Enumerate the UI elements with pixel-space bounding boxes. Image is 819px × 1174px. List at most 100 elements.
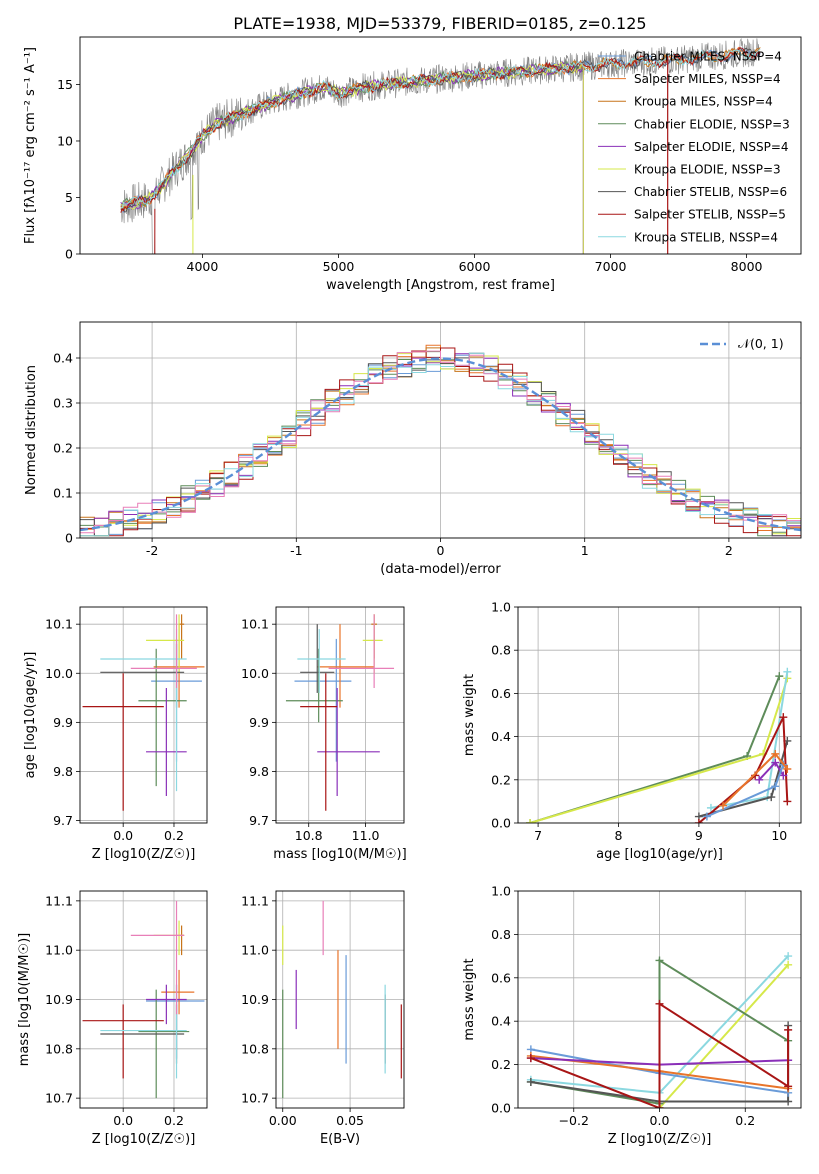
mass-weight-vs-Z-xtick-label: −0.2 — [559, 1113, 589, 1128]
mass-vs-Z-xlabel: Z [log10(Z/Z☉)] — [92, 1132, 196, 1147]
mass-weight-marker — [779, 713, 788, 722]
mass-weight-vs-Z-ytick-label: 0.0 — [491, 1101, 511, 1116]
mass-weight-vs-age-ytick-label: 0.2 — [491, 772, 511, 787]
mass-weight-marker — [702, 812, 711, 821]
age-vs-Z-xtick-label: 0.2 — [164, 828, 184, 843]
age-vs-Z-frame — [79, 606, 208, 824]
spectrum-model-line — [120, 47, 761, 213]
mass-vs-Z-frame — [79, 890, 208, 1109]
mass-weight-marker — [775, 672, 784, 681]
spectrum-xtick-label: 8000 — [731, 259, 763, 274]
residuals-xtick-label: -2 — [146, 543, 158, 558]
legend-entry: Salpeter ELODIE, NSSP=4 — [634, 140, 789, 154]
age-vs-mass-xlabel: mass [log10(M/M☉)] — [273, 847, 406, 862]
mass-vs-EBV-ytick-label: 11.1 — [241, 893, 269, 908]
spectrum-frame — [79, 36, 802, 255]
mass-vs-EBV-axes: 0.00 0.05 10.7 10.8 10.9 11.0 11.1 E(B-V) — [241, 890, 405, 1147]
residual-histogram-step — [80, 350, 801, 537]
mass-weight-vs-age-ylabel: mass weight — [462, 674, 477, 756]
mass-weight-vs-age-ytick-label: 0.8 — [491, 643, 511, 658]
age-vs-Z-ylabel: age [log10(age/yr)] — [23, 652, 38, 779]
mass-weight-vs-age-plot-area — [518, 607, 801, 823]
spectrum-xlabel: wavelength [Angstrom, rest frame] — [326, 278, 555, 293]
mass-weight-marker — [783, 667, 792, 676]
mass-weight-marker — [784, 1025, 793, 1034]
legend-entry: Kroupa ELODIE, NSSP=3 — [634, 163, 781, 177]
residuals-ylabel: Normed distribution — [24, 365, 39, 495]
figure-title: PLATE=1938, MJD=53379, FIBERID=0185, z=0… — [233, 14, 646, 33]
mass-weight-vs-Z-axes: −0.2 0.0 0.2 0.0 0.2 0.4 0.6 0.8 1.0 Z [log10(Z/Z… — [462, 884, 802, 1147]
mass-weight-marker — [655, 999, 664, 1008]
mass-weight-vs-age-xtick-label: 9 — [695, 828, 703, 843]
mass-weight-marker — [655, 1104, 664, 1108]
mass-weight-vs-age-xtick-label: 10 — [771, 828, 787, 843]
mass-weight-vs-Z-ytick-label: 0.6 — [491, 970, 511, 985]
spectrum-axes: 4000 5000 6000 7000 8000 0 5 10 15 wavelength [An… — [23, 36, 802, 293]
age-vs-Z-ytick-label: 9.9 — [53, 715, 73, 730]
mass-weight-marker — [784, 1097, 793, 1106]
mass-weight-vs-Z-ytick-label: 0.2 — [491, 1057, 511, 1072]
residual-histogram-step — [80, 352, 801, 537]
age-vs-Z-ytick-label: 9.7 — [53, 813, 73, 828]
mass-vs-EBV-plot-area — [276, 891, 404, 1108]
mass-weight-marker — [767, 793, 776, 802]
spectrum-ytick-label: 10 — [57, 133, 73, 148]
spectrum-xtick-label: 4000 — [187, 259, 219, 274]
mass-weight-vs-Z-xlabel: Z [log10(Z/Z☉)] — [608, 1132, 712, 1147]
mass-vs-Z-ylabel: mass [log10(M/M☉)] — [17, 933, 32, 1066]
mass-weight-marker — [771, 749, 780, 758]
spectrum-legend: Chabrier MILES, NSSP=4 Salpeter MILES, NS… — [598, 50, 790, 244]
mass-weight-vs-age-frame — [517, 606, 802, 824]
mass-weight-vs-Z-plot-area — [518, 891, 801, 1108]
mass-weight-vs-age-xlabel: age [log10(age/yr)] — [596, 847, 723, 862]
mass-weight-marker — [771, 758, 780, 767]
mass-weight-marker — [526, 819, 535, 823]
mass-vs-Z-plot-area — [80, 891, 207, 1108]
legend-entry: Salpeter MILES, NSSP=4 — [634, 72, 781, 86]
mass-weight-marker — [784, 952, 793, 961]
age-vs-mass-ytick-label: 10.1 — [241, 617, 269, 632]
spectrum-xtick-label: 5000 — [323, 259, 355, 274]
spectrum-ytick-label: 15 — [57, 77, 73, 92]
legend-entry: Chabrier MILES, NSSP=4 — [634, 50, 782, 64]
mass-vs-EBV-xtick-label: 0.00 — [269, 1113, 297, 1128]
mass-weight-vs-Z-ytick-label: 1.0 — [491, 884, 511, 899]
residuals-ytick-label: 0.4 — [53, 351, 73, 366]
mass-vs-EBV-ytick-label: 11.0 — [241, 943, 269, 958]
mass-weight-marker — [655, 956, 664, 965]
spectrum-xtick-label: 6000 — [459, 259, 491, 274]
residuals-ytick-label: 0.3 — [53, 396, 73, 411]
mass-weight-vs-Z-xtick-label: 0.0 — [650, 1113, 670, 1128]
mass-weight-vs-Z-ytick-label: 0.4 — [491, 1014, 511, 1029]
residuals-xtick-label: 0 — [437, 543, 445, 558]
legend-entry: Kroupa STELIB, NSSP=4 — [634, 230, 778, 244]
mass-vs-EBV-ytick-label: 10.9 — [241, 992, 269, 1007]
age-vs-Z-ytick-label: 9.8 — [53, 764, 73, 779]
age-vs-Z-plot-area — [80, 607, 207, 823]
mass-weight-marker — [719, 801, 728, 810]
age-vs-mass-ytick-label: 10.0 — [241, 666, 269, 681]
mass-weight-vs-age-xtick-label: 7 — [534, 828, 542, 843]
residuals-xtick-label: 2 — [725, 543, 733, 558]
mass-weight-vs-Z-xtick-label: 0.2 — [735, 1113, 755, 1128]
mass-weight-marker — [706, 803, 715, 812]
legend-entry: Chabrier ELODIE, NSSP=3 — [634, 117, 790, 131]
mass-weight-marker — [694, 819, 703, 823]
age-vs-Z-ytick-label: 10.0 — [45, 666, 73, 681]
residuals-ytick-label: 0.2 — [53, 441, 73, 456]
mass-weight-marker — [755, 775, 764, 784]
mass-vs-Z-ytick-label: 11.0 — [45, 943, 73, 958]
age-vs-mass-ytick-label: 9.8 — [249, 764, 269, 779]
mass-weight-vs-age-xtick-label: 8 — [615, 828, 623, 843]
mass-vs-EBV-xlabel: E(B-V) — [320, 1132, 360, 1147]
spectrum-plot-area — [120, 37, 761, 254]
mass-weight-marker — [783, 765, 792, 773]
mass-weight-vs-age-ytick-label: 0.0 — [491, 816, 511, 831]
mass-vs-Z-ytick-label: 10.7 — [45, 1091, 73, 1106]
mass-weight-marker — [784, 960, 793, 969]
mass-weight-vs-Z-ytick-label: 0.8 — [491, 927, 511, 942]
spectrum-ytick-label: 0 — [65, 247, 73, 262]
spectrum-model-line — [120, 61, 584, 254]
